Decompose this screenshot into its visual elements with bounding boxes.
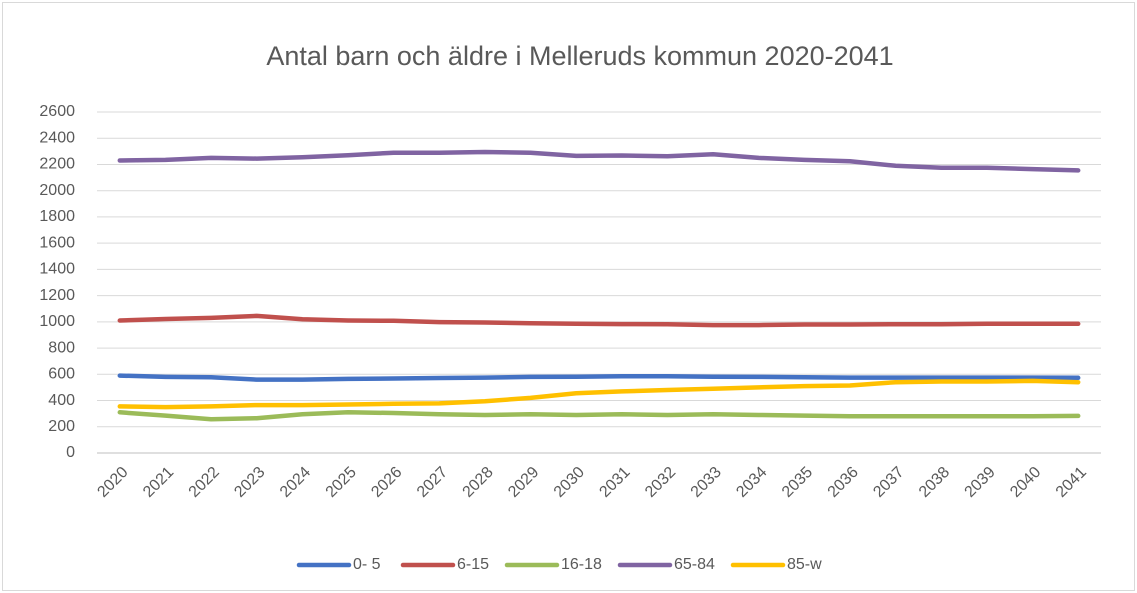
y-tick-label: 0 [66,444,75,461]
legend-label: 0- 5 [353,556,381,573]
y-tick-label: 800 [48,339,75,356]
y-tick-label: 2000 [39,182,75,199]
y-tick-label: 2400 [39,129,75,146]
y-tick-label: 1200 [39,287,75,304]
legend-label: 85-w [787,556,822,573]
legend-label: 6-15 [457,556,489,573]
y-tick-label: 1000 [39,313,75,330]
legend-label: 16-18 [561,556,602,573]
series-line [117,373,1081,382]
series-line [117,410,1081,422]
y-tick-label: 2200 [39,156,75,173]
series-line [117,149,1081,173]
y-tick-label: 1800 [39,208,75,225]
series-line [117,378,1081,410]
y-tick-label: 1400 [39,261,75,278]
legend-label: 65-84 [674,556,715,573]
chart-title: Antal barn och äldre i Melleruds kommun … [266,41,893,71]
series-line [117,313,1081,328]
y-tick-label: 400 [48,392,75,409]
y-tick-label: 2600 [39,103,75,120]
y-tick-label: 1600 [39,234,75,251]
y-tick-label: 600 [48,366,75,383]
y-tick-label: 200 [48,418,75,435]
